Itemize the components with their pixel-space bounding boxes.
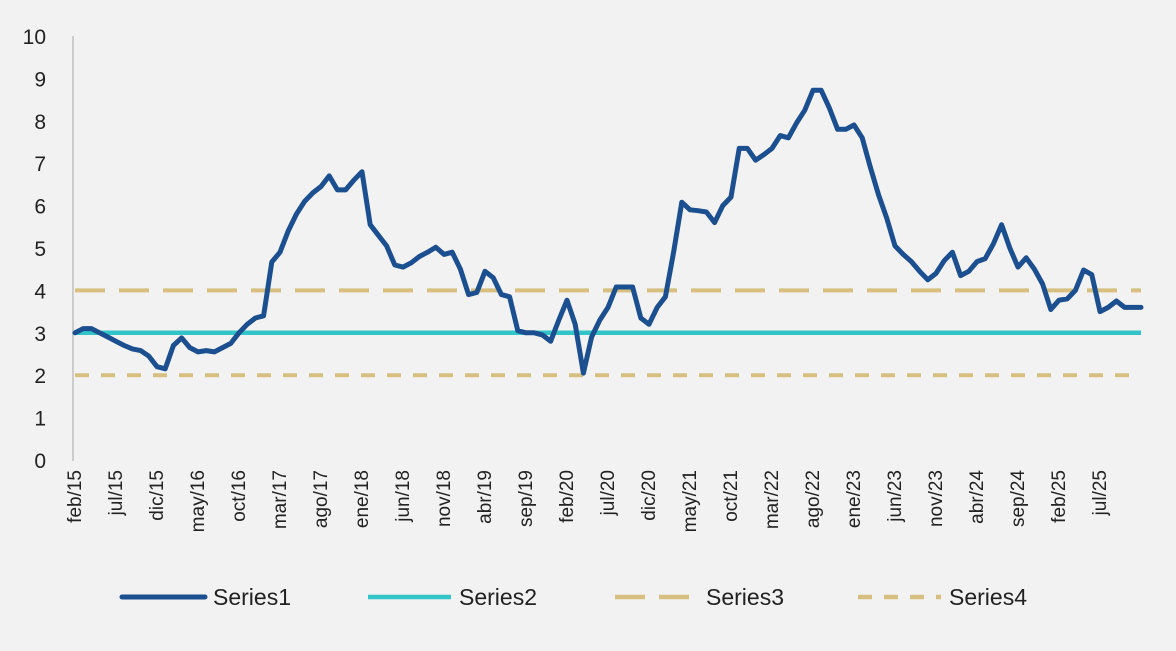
x-tick-label: dic/15	[147, 470, 168, 521]
x-tick-label: feb/20	[557, 470, 578, 523]
x-tick-label: jul/25	[1090, 470, 1111, 516]
y-tick-label: 5	[34, 238, 46, 261]
x-tick-label: mar/22	[762, 470, 783, 529]
x-tick-label: jun/18	[393, 470, 414, 523]
legend-item-series2: Series2	[368, 584, 537, 610]
y-tick-label: 7	[34, 153, 46, 176]
x-tick-label: jul/15	[106, 470, 127, 516]
legend-item-series3: Series3	[615, 584, 784, 610]
y-tick-label: 9	[34, 68, 46, 91]
x-tick-label: ago/22	[803, 470, 824, 528]
legend-label: Series1	[213, 584, 291, 610]
x-tick-label: jun/23	[885, 470, 906, 523]
x-tick-label: mar/17	[270, 470, 291, 529]
x-tick-label: sep/24	[1008, 470, 1029, 527]
x-tick-label: feb/15	[65, 470, 86, 523]
y-tick-label: 0	[34, 450, 46, 473]
legend: Series1 Series2 Series3 Series4	[119, 584, 1027, 610]
x-tick-label: abr/24	[967, 470, 988, 524]
x-tick-label: jul/20	[598, 470, 619, 516]
series1-line	[72, 87, 1144, 376]
y-axis-ticks: 0 1 2 3 4 5 6 7 8 9 10	[23, 26, 47, 473]
x-tick-label: abr/19	[475, 470, 496, 524]
y-tick-label: 1	[34, 408, 46, 431]
x-tick-label: nov/23	[926, 470, 947, 527]
x-tick-label: may/21	[680, 470, 701, 532]
x-tick-label: ene/23	[844, 470, 865, 528]
legend-label: Series4	[949, 584, 1027, 610]
y-tick-label: 10	[23, 26, 46, 49]
x-tick-label: ago/17	[311, 470, 332, 528]
y-tick-label: 6	[34, 196, 46, 219]
legend-item-series4: Series4	[858, 584, 1027, 610]
y-tick-label: 3	[34, 323, 46, 346]
x-tick-label: ene/18	[352, 470, 373, 528]
x-tick-label: sep/19	[516, 470, 537, 527]
y-tick-label: 8	[34, 111, 46, 134]
x-tick-label: feb/25	[1049, 470, 1070, 523]
x-tick-label: oct/21	[721, 470, 742, 522]
x-tick-label: may/16	[188, 470, 209, 532]
y-tick-label: 4	[34, 280, 46, 303]
x-tick-label: dic/20	[639, 470, 660, 521]
legend-item-series1: Series1	[119, 584, 291, 610]
x-tick-label: nov/18	[434, 470, 455, 527]
x-axis-ticks: feb/15 jul/15 dic/15 may/16 oct/16 mar/17 ago/…	[65, 470, 1111, 533]
legend-label: Series3	[706, 584, 784, 610]
x-tick-label: oct/16	[229, 470, 250, 522]
series-lines	[72, 87, 1144, 378]
legend-label: Series2	[459, 584, 537, 610]
y-tick-label: 2	[34, 365, 46, 388]
